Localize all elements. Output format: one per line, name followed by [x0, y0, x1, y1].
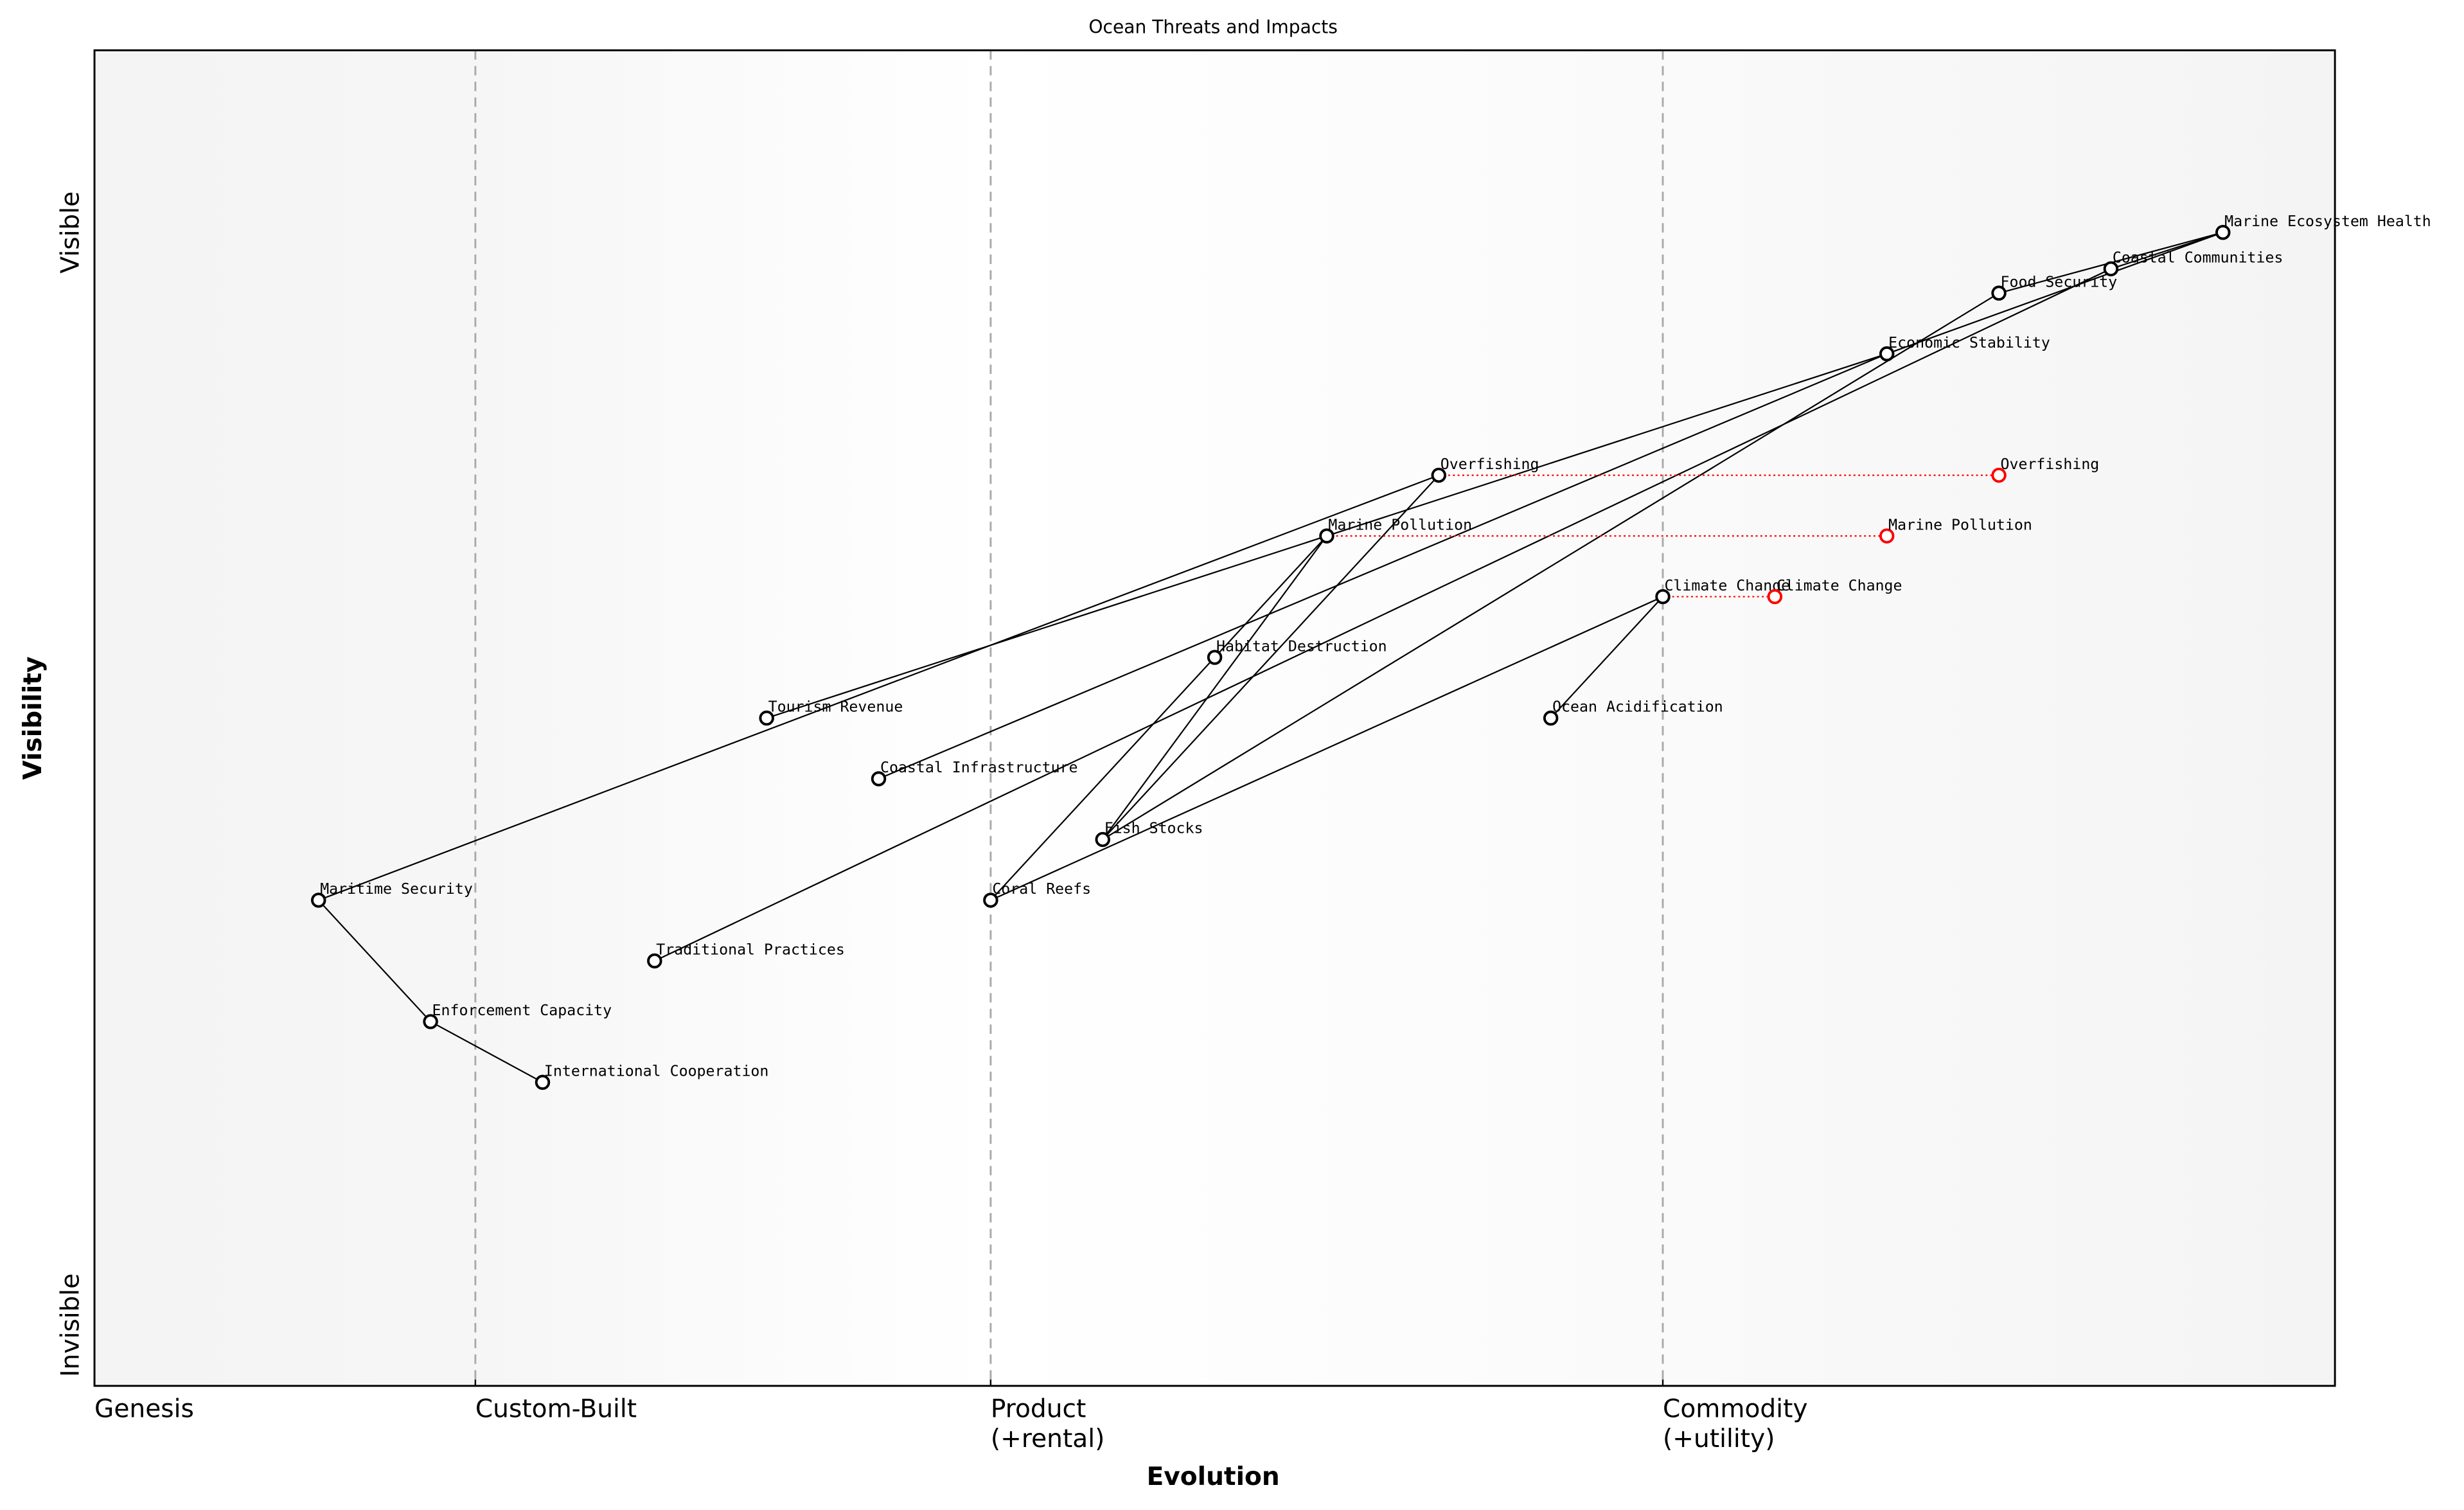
- evolved-node-marker: [1767, 589, 1783, 605]
- edge-5: [878, 353, 1888, 780]
- node-label: International Cooperation: [544, 1063, 768, 1080]
- node-label: Marine Pollution: [1328, 516, 1472, 533]
- plot-frame: [93, 49, 2336, 1387]
- node-11: Fish Stocks: [1095, 820, 1203, 848]
- node-15: Enforcement Capacity: [423, 1002, 612, 1029]
- edge-8: [990, 596, 1663, 901]
- node-marker: [2103, 261, 2119, 277]
- edge-13: [1214, 535, 1327, 658]
- edge-9: [1550, 596, 1663, 719]
- edge-12: [1102, 535, 1327, 840]
- x-tick-label-2: Product (+rental): [991, 1395, 1105, 1453]
- edge-7: [654, 268, 2111, 962]
- node-label: Tourism Revenue: [768, 698, 903, 716]
- chart-title: Ocean Threats and Impacts: [1088, 16, 1338, 37]
- node-8: Ocean Acidification: [1543, 698, 1723, 726]
- node-label: Ocean Acidification: [1552, 698, 1723, 716]
- node-label: Enforcement Capacity: [432, 1002, 612, 1019]
- node-marker: [1655, 589, 1671, 605]
- edge-3: [1326, 353, 1888, 537]
- node-label: Marine Ecosystem Health: [2224, 213, 2431, 230]
- y-axis-label: Visibility: [19, 656, 48, 779]
- node-marker: [1095, 831, 1110, 848]
- y-tick-label-0: Invisible: [57, 1274, 85, 1377]
- node-3: Economic Stability: [1879, 334, 2050, 362]
- node-9: Tourism Revenue: [759, 698, 903, 726]
- edge-14: [990, 657, 1216, 901]
- node-marker: [1543, 710, 1559, 726]
- edge-2: [1886, 231, 2224, 355]
- node-5: Marine Pollution: [1319, 516, 1472, 544]
- node-label: Coral Reefs: [992, 880, 1091, 898]
- node-label: Fish Stocks: [1104, 820, 1203, 837]
- node-marker: [311, 893, 326, 908]
- node-12: Coral Reefs: [983, 880, 1091, 908]
- node-marker: [1431, 467, 1447, 483]
- node-label: Coastal Communities: [2113, 249, 2283, 267]
- evolved-node-1: Marine Pollution: [1879, 516, 2032, 544]
- evolved-node-marker: [1991, 467, 2007, 483]
- evolved-node-label: Marine Pollution: [1888, 516, 2032, 533]
- evolved-node-label: Overfishing: [2001, 456, 2100, 473]
- node-label: Economic Stability: [1888, 334, 2050, 351]
- node-marker: [535, 1074, 551, 1090]
- node-7: Habitat Destruction: [1207, 637, 1387, 665]
- node-14: Traditional Practices: [647, 941, 845, 969]
- evolved-node-0: Overfishing: [1991, 456, 2100, 483]
- evolved-node-label: Climate Change: [1777, 577, 1902, 594]
- node-label: Traditional Practices: [656, 941, 845, 959]
- node-6: Climate Change: [1655, 577, 1790, 605]
- node-marker: [1991, 285, 2007, 301]
- edge-10: [318, 474, 1439, 902]
- edge-4: [766, 535, 1327, 719]
- node-marker: [647, 953, 662, 969]
- node-16: International Cooperation: [535, 1063, 768, 1090]
- node-label: Coastal Infrastructure: [880, 759, 1078, 776]
- node-marker: [1207, 650, 1223, 665]
- node-marker: [2215, 224, 2231, 240]
- node-label: Habitat Destruction: [1216, 637, 1387, 655]
- x-tick-label-0: Genesis: [94, 1395, 194, 1424]
- y-tick-label-1: Visible: [57, 191, 85, 274]
- x-tick-label-3: Commodity (+utility): [1663, 1395, 1808, 1453]
- edge-15: [317, 900, 431, 1022]
- node-2: Food Security: [1991, 273, 2118, 301]
- x-tick-label-1: Custom-Built: [475, 1395, 637, 1424]
- node-label: Climate Change: [1664, 577, 1790, 594]
- node-label: Maritime Security: [320, 880, 473, 898]
- node-1: Coastal Communities: [2103, 249, 2283, 277]
- edge-6: [1102, 292, 1999, 840]
- node-marker: [983, 893, 998, 908]
- evolved-node-marker: [1879, 528, 1895, 544]
- node-label: Overfishing: [1440, 456, 1539, 473]
- x-axis-label: Evolution: [1147, 1462, 1280, 1491]
- node-marker: [871, 771, 887, 786]
- node-4: Overfishing: [1431, 456, 1539, 483]
- node-marker: [1319, 528, 1334, 544]
- node-marker: [759, 710, 774, 726]
- node-0: Marine Ecosystem Health: [2215, 213, 2431, 240]
- edge-16: [430, 1020, 543, 1083]
- node-marker: [1879, 346, 1895, 362]
- node-10: Coastal Infrastructure: [871, 759, 1078, 786]
- edge-11: [1102, 474, 1440, 840]
- node-label: Food Security: [2001, 273, 2118, 290]
- evolved-node-2: Climate Change: [1767, 577, 1902, 605]
- node-13: Maritime Security: [311, 880, 473, 908]
- node-marker: [423, 1014, 438, 1029]
